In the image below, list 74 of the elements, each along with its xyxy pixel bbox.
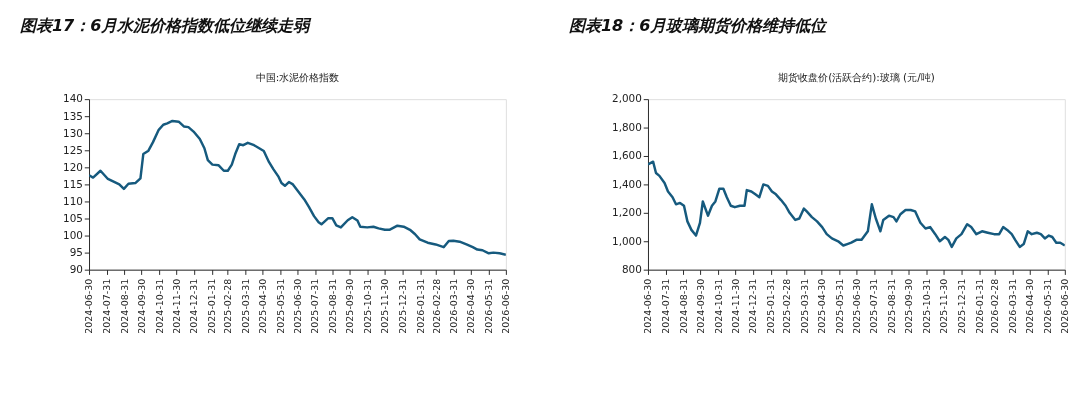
y-tick-label: 1,000 <box>612 234 642 247</box>
y-tick-label: 110 <box>63 194 83 207</box>
x-tick-label: 2024-11-30 <box>729 278 741 334</box>
x-tick-label: 2025-04-30 <box>256 278 268 334</box>
x-tick-label: 2025-03-31 <box>798 278 810 334</box>
x-tick-label: 2026-01-31 <box>973 278 985 334</box>
y-tick-label: 1,600 <box>612 149 642 162</box>
x-tick-label: 2025-01-31 <box>765 278 777 334</box>
chart-subtitle: 期货收盘价(活跃合约):玻璃 (元/吨) <box>778 71 935 84</box>
x-tick-label: 2025-03-31 <box>239 278 251 334</box>
x-tick-label: 2026-06-30 <box>1059 278 1071 334</box>
x-tick-label: 2026-06-30 <box>500 278 512 334</box>
chart-title: 图表18：6月玻璃期货价格维持低位 <box>568 15 829 35</box>
x-tick-label: 2024-11-30 <box>170 278 182 334</box>
x-tick-label: 2025-11-30 <box>938 278 950 334</box>
x-tick-label: 2024-08-31 <box>118 278 130 334</box>
x-tick-label: 2026-03-31 <box>448 278 460 334</box>
x-tick-label: 2026-02-28 <box>430 278 442 334</box>
y-tick-label: 100 <box>63 228 83 241</box>
x-tick-label: 2025-11-30 <box>379 278 391 334</box>
x-tick-label: 2025-10-31 <box>920 278 932 334</box>
chart-subtitle: 中国:水泥价格指数 <box>255 71 340 84</box>
x-tick-label: 2024-06-30 <box>642 278 654 334</box>
x-tick-label: 2024-10-31 <box>153 278 165 334</box>
x-tick-label: 2025-02-28 <box>781 278 793 334</box>
y-tick-label: 2,000 <box>612 92 642 105</box>
x-tick-label: 2025-10-31 <box>362 278 374 334</box>
x-tick-label: 2026-01-31 <box>414 278 426 334</box>
x-tick-label: 2025-05-31 <box>274 278 286 334</box>
x-tick-label: 2025-12-31 <box>955 278 967 334</box>
x-tick-label: 2026-05-31 <box>1042 278 1054 334</box>
x-tick-label: 2025-05-31 <box>833 278 845 334</box>
y-tick-label: 90 <box>69 263 83 275</box>
x-tick-label: 2025-01-31 <box>206 278 218 334</box>
x-tick-label: 2024-09-30 <box>135 278 147 334</box>
x-tick-label: 2024-07-31 <box>101 278 113 334</box>
x-tick-label: 2025-09-30 <box>344 278 356 334</box>
x-tick-label: 2025-07-31 <box>868 278 880 334</box>
x-tick-label: 2025-12-31 <box>396 278 408 334</box>
x-tick-label: 2025-08-31 <box>886 278 898 334</box>
x-tick-label: 2024-06-30 <box>83 278 95 334</box>
x-tick-label: 2024-12-31 <box>747 278 759 334</box>
chart-title: 图表17：6月水泥价格指数低位继续走弱 <box>19 15 313 35</box>
x-tick-label: 2025-04-30 <box>815 278 827 334</box>
x-tick-label: 2025-06-30 <box>291 278 303 334</box>
y-tick-label: 120 <box>63 160 83 173</box>
y-tick-label: 140 <box>63 92 83 105</box>
x-tick-label: 2024-07-31 <box>660 278 672 334</box>
y-tick-label: 1,200 <box>612 206 642 219</box>
y-tick-label: 125 <box>63 143 83 156</box>
line-series <box>648 160 1065 249</box>
x-tick-label: 2024-09-30 <box>694 278 706 334</box>
y-tick-label: 95 <box>69 245 83 258</box>
x-tick-label: 2026-02-28 <box>989 278 1001 334</box>
y-tick-label: 115 <box>63 177 83 190</box>
x-tick-label: 2025-02-28 <box>222 278 234 334</box>
x-tick-label: 2024-12-31 <box>188 278 200 334</box>
y-tick-label: 130 <box>63 126 83 139</box>
y-tick-label: 1,400 <box>612 177 642 190</box>
x-tick-label: 2026-03-31 <box>1007 278 1019 334</box>
line-series <box>89 119 506 256</box>
x-tick-label: 2025-09-30 <box>903 278 915 334</box>
x-tick-label: 2026-04-30 <box>465 278 477 334</box>
x-tick-label: 2024-10-31 <box>712 278 724 334</box>
x-tick-label: 2026-05-31 <box>483 278 495 334</box>
y-tick-label: 105 <box>63 211 83 224</box>
y-tick-label: 135 <box>63 109 83 122</box>
x-tick-label: 2024-08-31 <box>677 278 689 334</box>
x-tick-label: 2025-07-31 <box>309 278 321 334</box>
x-tick-label: 2026-04-30 <box>1024 278 1036 334</box>
x-tick-label: 2025-08-31 <box>327 278 339 334</box>
y-tick-label: 1,800 <box>612 120 642 133</box>
x-tick-label: 2025-06-30 <box>850 278 862 334</box>
y-tick-label: 800 <box>621 263 642 275</box>
